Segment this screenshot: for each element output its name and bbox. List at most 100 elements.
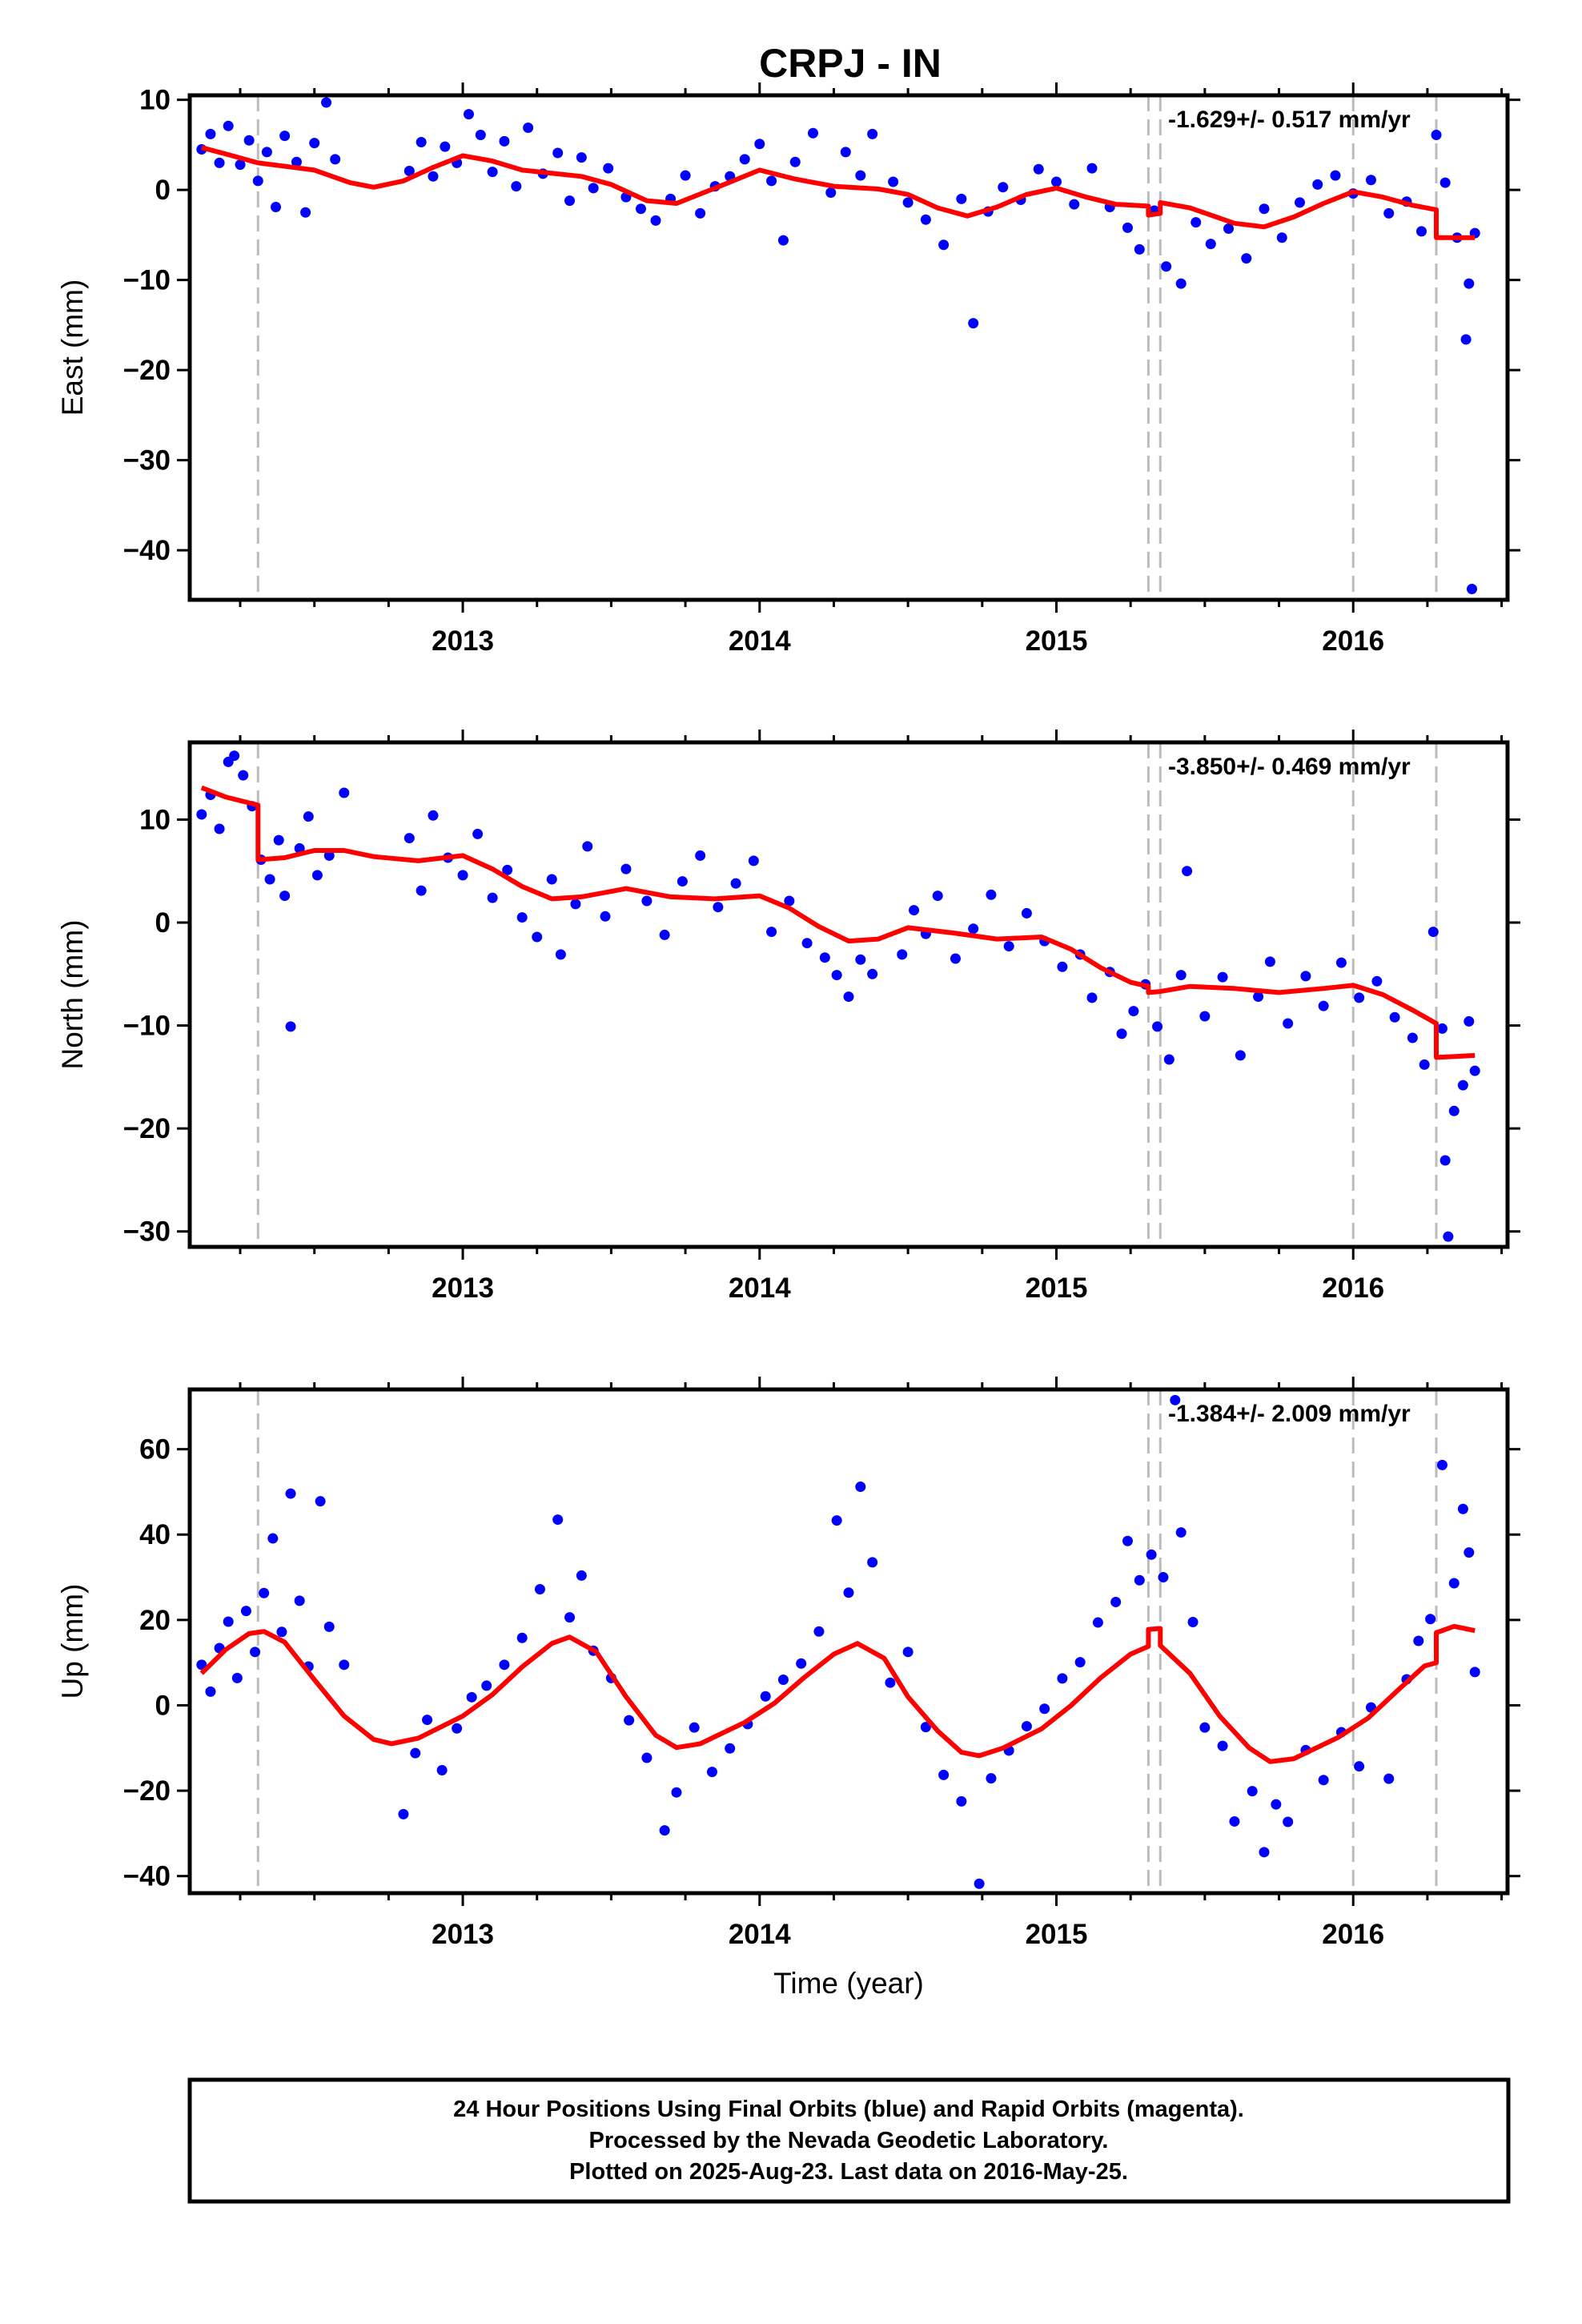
data-point <box>1407 1032 1418 1043</box>
data-point <box>422 1715 433 1726</box>
data-point <box>1021 907 1032 919</box>
data-point <box>1431 130 1442 140</box>
data-point <box>706 1767 717 1778</box>
data-point <box>475 130 486 140</box>
data-point <box>205 1686 216 1697</box>
data-point <box>730 878 741 889</box>
data-point <box>1460 334 1472 345</box>
data-point <box>323 1621 335 1632</box>
data-point <box>1413 1635 1424 1647</box>
y-tick-label: −40 <box>123 1861 171 1892</box>
data-point <box>534 1583 545 1594</box>
data-point <box>240 1606 251 1617</box>
data-point <box>466 1691 477 1703</box>
data-point <box>1205 239 1216 250</box>
data-point <box>641 1752 652 1763</box>
data-point <box>932 891 943 902</box>
data-point <box>229 750 240 762</box>
y-tick-label: 10 <box>139 804 171 835</box>
y-tick-label: −40 <box>123 535 171 566</box>
data-point <box>1253 991 1264 1003</box>
data-point <box>1283 1018 1294 1029</box>
data-point <box>902 1647 913 1658</box>
data-point <box>487 892 498 903</box>
x-tick-label: 2015 <box>1026 625 1088 657</box>
data-point <box>695 207 706 219</box>
data-point <box>1335 957 1347 968</box>
data-point <box>291 156 302 167</box>
footer-frame <box>187 2077 1511 2204</box>
data-point <box>1217 1740 1228 1751</box>
data-point <box>321 97 332 108</box>
data-point <box>789 156 801 167</box>
figure-title: CRPJ - IN <box>759 41 942 86</box>
model-fit-line <box>201 145 1476 240</box>
data-point <box>231 1672 243 1683</box>
data-point <box>196 809 207 820</box>
y-tick-label: 0 <box>155 907 171 939</box>
data-point <box>1217 971 1228 983</box>
data-point <box>1152 1021 1163 1032</box>
data-point <box>1187 1617 1199 1628</box>
data-point <box>1033 163 1044 175</box>
data-point <box>259 1587 270 1598</box>
data-point <box>582 841 593 852</box>
data-point <box>1158 1572 1169 1583</box>
data-point <box>777 235 789 246</box>
data-point <box>855 1482 866 1493</box>
data-point <box>754 139 765 150</box>
data-point <box>516 912 528 923</box>
data-point <box>238 770 249 781</box>
x-tick-label: 2016 <box>1322 625 1384 657</box>
data-point <box>428 810 439 821</box>
x-tick-label: 2013 <box>432 1273 494 1304</box>
y-axis-label: North (mm) <box>56 919 89 1069</box>
data-point <box>986 889 997 900</box>
data-point <box>487 167 498 178</box>
data-point <box>311 870 323 881</box>
y-tick-label: −30 <box>123 1216 171 1248</box>
data-point <box>564 1612 576 1623</box>
data-point <box>956 193 967 204</box>
data-point <box>552 1514 564 1526</box>
data-point <box>1057 961 1068 972</box>
data-point <box>1229 1815 1240 1827</box>
east-panel: 2013 2014 2015 2016 10 0 −10 −20 −30 −40 East (mm)… <box>56 82 1520 657</box>
y-tick-label: −20 <box>123 1775 171 1807</box>
data-point <box>276 1626 287 1638</box>
x-tick-label: 2016 <box>1322 1273 1384 1304</box>
data-point <box>956 1795 967 1807</box>
y-tick-label: 20 <box>139 1605 171 1636</box>
data-point <box>1175 970 1186 981</box>
data-point <box>968 923 979 935</box>
data-point <box>1191 217 1202 228</box>
x-tick-label: 2014 <box>729 625 791 657</box>
data-point <box>1389 1011 1400 1023</box>
data-point <box>1464 1547 1475 1558</box>
y-tick-label: 0 <box>155 1690 171 1721</box>
y-axis-label: East (mm) <box>56 279 89 416</box>
data-point <box>808 127 819 139</box>
data-point <box>1457 1080 1468 1091</box>
data-point <box>603 163 614 174</box>
data-point <box>309 138 320 149</box>
data-point <box>1134 243 1145 255</box>
plot-frame <box>187 93 1510 602</box>
data-point <box>840 147 851 158</box>
data-point <box>285 1021 296 1032</box>
data-point <box>576 1570 587 1581</box>
x-tick-label: 2015 <box>1026 1919 1088 1950</box>
data-point <box>416 137 427 147</box>
data-point <box>659 1825 670 1836</box>
data-point <box>546 874 557 885</box>
model-fit-line <box>199 1623 1476 1764</box>
data-point <box>440 141 451 152</box>
data-point <box>624 1715 635 1726</box>
data-point <box>214 823 225 834</box>
data-point <box>1439 1155 1451 1166</box>
x-tick-label: 2014 <box>729 1919 791 1950</box>
data-point <box>1116 1028 1127 1039</box>
data-point <box>766 927 777 938</box>
data-point <box>1464 278 1475 289</box>
data-point <box>766 175 777 187</box>
